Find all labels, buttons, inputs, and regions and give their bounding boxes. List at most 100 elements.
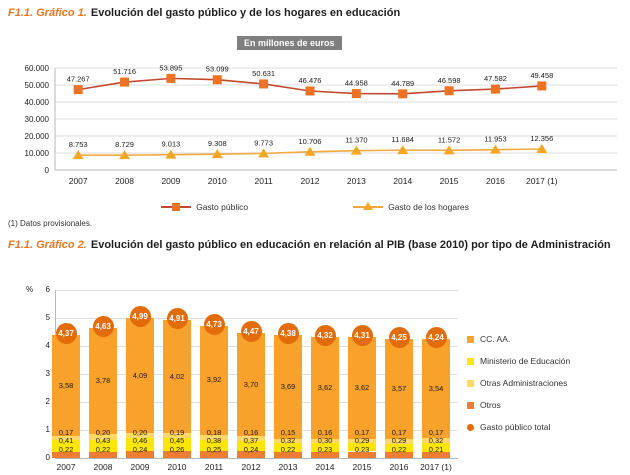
data-point-label: 46.476	[299, 76, 322, 85]
bar-segment	[348, 443, 376, 452]
bar-value-label: 0,22	[58, 445, 74, 454]
bar-value-label: 0,22	[280, 445, 296, 454]
y-tick-label: 30.000	[25, 115, 50, 124]
bar-segment	[385, 439, 413, 444]
bar-segment	[89, 434, 117, 440]
data-point-label: 9.308	[208, 139, 227, 148]
grafico-2-title-text: Evolución del gasto público en educación…	[90, 239, 611, 251]
triangle-marker-icon	[397, 145, 409, 155]
x-tick-label: 2012	[301, 176, 320, 186]
legend-item: Gasto público total	[467, 416, 570, 438]
bar-value-label: 0,20	[95, 428, 111, 437]
y-tick-label: 40.000	[25, 98, 50, 107]
y-tick-label: 0	[45, 166, 50, 175]
bar-segment	[385, 443, 413, 452]
data-point-label: 11.684	[392, 135, 414, 144]
x-tick-label: 2009	[130, 462, 150, 472]
triangle-marker-icon	[211, 149, 223, 159]
bar-value-label: 4,02	[169, 371, 185, 381]
bar-segment	[274, 438, 302, 443]
bar-segment	[89, 451, 117, 458]
x-tick-label: 2017 (1)	[526, 176, 558, 186]
triangle-marker-icon	[489, 144, 501, 154]
legend-item: Ministerio de Educación	[467, 350, 570, 372]
y-tick-label: 6	[45, 285, 50, 294]
bar-segment	[422, 452, 450, 458]
x-tick-label: 2014	[393, 176, 412, 186]
bar-total-badge: 4,47	[240, 320, 262, 342]
triangle-marker-icon	[350, 145, 362, 155]
data-point-label: 51.716	[113, 67, 136, 76]
triangle-marker-icon	[258, 148, 270, 158]
legend-item: Otros	[467, 394, 570, 416]
square-marker-icon	[444, 86, 454, 96]
square-marker-icon	[467, 401, 474, 409]
data-point-label: 53.099	[206, 65, 229, 74]
bar-value-label: 0,26	[169, 445, 185, 454]
square-marker-icon	[212, 75, 222, 85]
y-tick-label: 50.000	[25, 81, 50, 90]
data-point-label: 47.582	[484, 74, 507, 83]
grafico-2-title-prefix: F1.1. Gráfico 2.	[8, 239, 87, 251]
bar-segment	[200, 440, 228, 451]
legend-item: Gasto de los hogares	[353, 202, 469, 212]
y-tick-label: 10.000	[25, 149, 50, 158]
bar-total-badge: 4,63	[92, 316, 114, 338]
bar-value-label: 0,17	[391, 428, 407, 437]
square-marker-icon	[259, 79, 269, 89]
square-marker-icon	[172, 203, 181, 211]
bar-total-badge: 4,73	[203, 313, 225, 335]
legend-line	[161, 203, 192, 211]
bar-value-label: 0,20	[132, 428, 148, 437]
bar-segment	[237, 451, 265, 458]
bar-segment	[385, 339, 413, 439]
square-marker-icon	[467, 379, 474, 387]
data-point-label: 11.370	[345, 136, 367, 145]
bar-segment	[200, 435, 228, 441]
triangle-marker-icon	[119, 150, 131, 160]
bar-segment	[385, 451, 413, 458]
x-tick-label: 2017 (1)	[420, 462, 452, 472]
square-marker-icon	[537, 81, 547, 91]
square-marker-icon	[73, 85, 83, 95]
legend-line	[353, 202, 384, 210]
triangle-marker-icon	[443, 145, 455, 155]
grafico-1-legend: Gasto público Gasto de los hogares	[0, 202, 630, 212]
bar-value-label: 0,25	[206, 445, 222, 454]
bar-segment	[126, 432, 154, 439]
triangle-marker-icon	[363, 202, 374, 210]
y-tick-label: 3	[45, 369, 50, 378]
data-point-label: 9.773	[254, 138, 273, 147]
bar-value-label: 0,22	[95, 445, 111, 454]
x-tick-label: 2012	[241, 462, 261, 472]
bar-value-label: 0,37	[243, 436, 259, 445]
y-tick-label: 2	[45, 397, 50, 406]
bar-value-label: 0,23	[317, 445, 333, 454]
square-marker-icon	[467, 335, 474, 343]
grafico-1-line-chart: 0 10.000 20.000 30.000 40.000 50.000 60.000 200…	[0, 56, 630, 204]
triangle-marker-icon	[536, 143, 548, 153]
grafico-2-legend: CC. AA. Ministerio de Educación Otras Admi…	[467, 328, 570, 438]
x-tick-label: 2011	[254, 176, 273, 186]
x-tick-label: 2010	[208, 176, 227, 186]
gridline	[55, 318, 458, 319]
bar-segment	[348, 438, 376, 444]
bar-value-label: 3,70	[243, 379, 259, 389]
grafico-2-title: F1.1. Gráfico 2. Evolución del gasto públ…	[8, 238, 622, 252]
bar-value-label: 3,54	[428, 383, 444, 393]
y-tick-label: 60.000	[25, 64, 50, 73]
bar-value-label: 0,16	[317, 428, 333, 437]
bar-segment	[422, 443, 450, 453]
square-marker-icon	[166, 73, 176, 83]
bar-segment	[52, 440, 80, 452]
bar-total-badge: 4,91	[166, 308, 188, 330]
bar-total-badge: 4,32	[314, 325, 336, 347]
bar-total-badge: 4,99	[129, 306, 151, 328]
bar-segment	[126, 318, 154, 433]
bar-segment	[163, 450, 191, 458]
legend-label: Gasto de los hogares	[388, 202, 469, 212]
bar-segment	[163, 438, 191, 451]
bar-value-label: 3,92	[206, 375, 222, 385]
bar-value-label: 0,19	[169, 428, 185, 437]
